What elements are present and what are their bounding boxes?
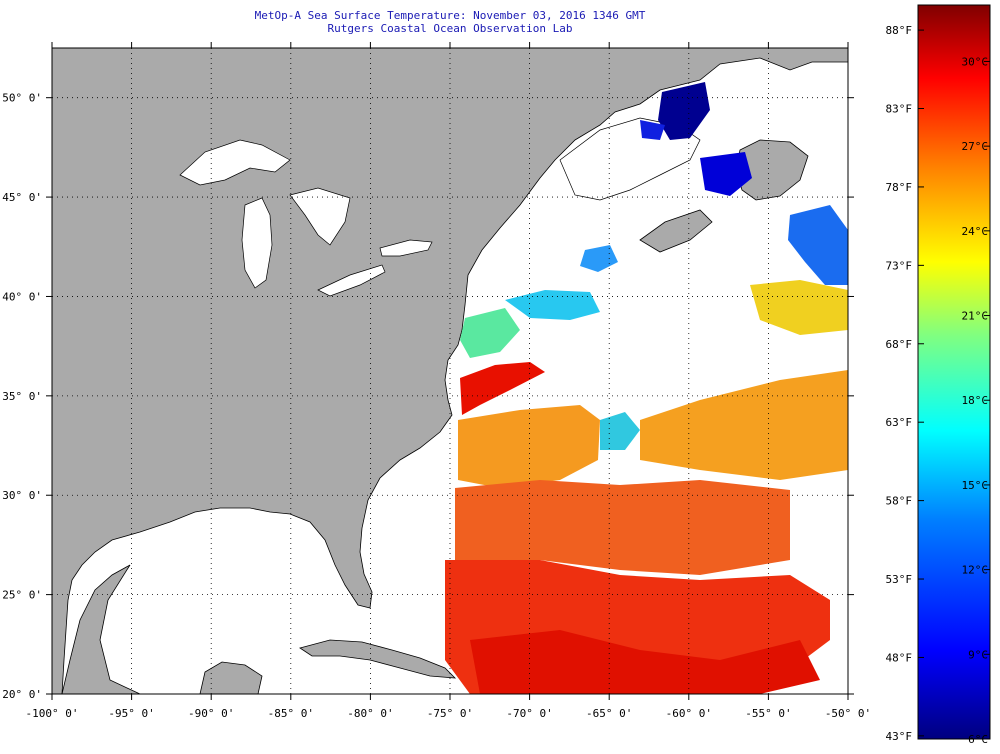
lon-tick-label: -100° 0' bbox=[26, 707, 79, 720]
lat-tick-label: 50° 0' bbox=[2, 92, 42, 105]
sst-data-layer bbox=[445, 82, 848, 694]
colorbar-fahrenheit-label: 63°F bbox=[886, 416, 913, 429]
lat-tick-label: 25° 0' bbox=[2, 589, 42, 602]
sst-patch-subtropics bbox=[455, 480, 790, 575]
colorbar-fahrenheit-label: 88°F bbox=[886, 24, 913, 37]
lon-tick-label: -55° 0' bbox=[745, 707, 791, 720]
sst-patch-caribbean-deep-red bbox=[470, 630, 820, 694]
colorbar-celsius-label: 6°C bbox=[968, 733, 988, 746]
land-mexico-yucatan bbox=[61, 564, 263, 694]
lon-tick-label: -75° 0' bbox=[427, 707, 473, 720]
colorbar-fahrenheit-label: 43°F bbox=[886, 730, 913, 743]
sst-patch-scotian bbox=[788, 205, 848, 285]
sst-patch-gulfstream bbox=[460, 362, 545, 415]
colorbar-fahrenheit-label: 53°F bbox=[886, 573, 913, 586]
sst-patch-cold-gulf bbox=[640, 120, 665, 140]
sst-patch-very-cold bbox=[658, 82, 710, 140]
lat-tick-label: 30° 0' bbox=[2, 489, 42, 502]
map-panel bbox=[52, 48, 848, 694]
lon-tick-label: -65° 0' bbox=[586, 707, 632, 720]
colorbar-celsius-label: 24°C bbox=[962, 225, 989, 238]
colorbar-celsius-label: 12°C bbox=[962, 564, 989, 577]
map-title-line2: Rutgers Coastal Ocean Observation Lab bbox=[327, 22, 573, 35]
lat-tick-label: 40° 0' bbox=[2, 290, 42, 303]
colorbar-celsius-label: 27°C bbox=[962, 140, 989, 153]
lat-tick-label: 35° 0' bbox=[2, 390, 42, 403]
lat-tick-label: 20° 0' bbox=[2, 688, 42, 701]
sst-patch-maine bbox=[580, 245, 618, 272]
colorbar-celsius-label: 9°C bbox=[968, 648, 988, 661]
colorbar-fahrenheit-label: 48°F bbox=[886, 651, 913, 664]
lake-superior bbox=[179, 139, 291, 186]
sst-patch-yellow-east bbox=[750, 280, 848, 335]
colorbar-fahrenheit-label: 83°F bbox=[886, 103, 913, 116]
lon-tick-label: -95° 0' bbox=[108, 707, 154, 720]
colorbar-fahrenheit-label: 73°F bbox=[886, 259, 913, 272]
lon-tick-label: -60° 0' bbox=[666, 707, 712, 720]
lat-tick-label: 45° 0' bbox=[2, 191, 42, 204]
lon-tick-label: -80° 0' bbox=[347, 707, 393, 720]
lake-erie bbox=[317, 264, 386, 297]
colorbar-celsius-label: 21°C bbox=[962, 310, 989, 323]
colorbar bbox=[917, 4, 991, 740]
sst-patch-cyan-eddy bbox=[600, 412, 640, 450]
lon-tick-label: -90° 0' bbox=[188, 707, 234, 720]
colorbar-fahrenheit-label: 58°F bbox=[886, 495, 913, 508]
colorbar-celsius-label: 18°C bbox=[962, 394, 989, 407]
gulf-of-st-lawrence bbox=[559, 117, 701, 201]
map-title-line1: MetOp-A Sea Surface Temperature: Novembe… bbox=[254, 9, 646, 22]
sst-patch-central-orange bbox=[640, 370, 848, 480]
sst-patch-midatlantic bbox=[460, 308, 520, 358]
sst-patch-sargasso-north bbox=[458, 405, 600, 488]
lake-huron bbox=[289, 187, 351, 246]
sst-patch-cold bbox=[700, 152, 752, 196]
sst-patch-georges bbox=[505, 290, 600, 320]
lake-michigan bbox=[241, 197, 273, 289]
land-cuba bbox=[299, 639, 457, 679]
lon-tick-label: -85° 0' bbox=[268, 707, 314, 720]
lon-tick-label: -70° 0' bbox=[506, 707, 552, 720]
land-nova-scotia bbox=[639, 209, 713, 253]
lon-tick-label: -50° 0' bbox=[825, 707, 871, 720]
colorbar-celsius-label: 30°C bbox=[962, 55, 989, 68]
colorbar-labels: 30°C 27°C 24°C 21°C 18°C 15°C 12°C 9°C 6°C 88°F 83… bbox=[886, 24, 990, 746]
latitude-axis: 20° 0' 25° 0' 30° 0' 35° 0' 40° 0' 45° 0' 50° … bbox=[2, 92, 854, 701]
colorbar-fahrenheit-label: 78°F bbox=[886, 181, 913, 194]
colorbar-fahrenheit-label: 68°F bbox=[886, 338, 913, 351]
lake-ontario bbox=[379, 239, 433, 257]
longitude-axis: -100° 0' -95° 0' -90° 0' -85° 0' -80° 0' -75°… bbox=[26, 42, 871, 720]
colorbar-celsius-label: 15°C bbox=[962, 479, 989, 492]
